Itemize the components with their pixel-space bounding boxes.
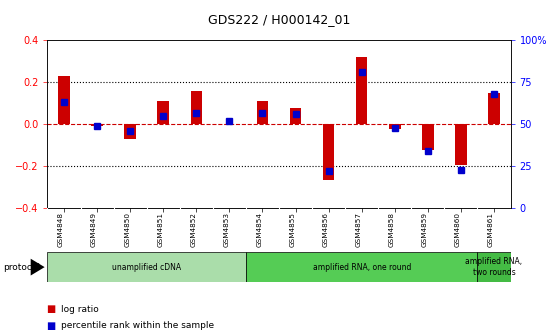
Text: GSM4861: GSM4861	[488, 212, 494, 247]
Text: ■: ■	[47, 321, 60, 331]
Bar	[190, 91, 202, 124]
Bar	[47, 252, 246, 282]
Text: GSM4859: GSM4859	[422, 212, 428, 247]
Bar	[422, 124, 434, 150]
Text: GSM4856: GSM4856	[323, 212, 329, 247]
Bar	[356, 57, 368, 124]
Text: log ratio: log ratio	[61, 305, 99, 313]
Text: GSM4860: GSM4860	[455, 212, 461, 247]
Text: protocol: protocol	[3, 263, 40, 271]
Text: GSM4853: GSM4853	[223, 212, 229, 247]
Bar	[488, 93, 500, 124]
Text: GSM4857: GSM4857	[355, 212, 362, 247]
Text: GSM4855: GSM4855	[290, 212, 296, 247]
Bar	[92, 124, 103, 126]
Bar	[290, 108, 301, 124]
Text: GSM4858: GSM4858	[389, 212, 395, 247]
Bar	[455, 124, 466, 165]
Text: GSM4851: GSM4851	[157, 212, 163, 247]
Text: ■: ■	[47, 304, 60, 314]
Text: amplified RNA, one round: amplified RNA, one round	[312, 263, 411, 271]
Text: unamplified cDNA: unamplified cDNA	[112, 263, 181, 271]
Text: GSM4852: GSM4852	[190, 212, 196, 247]
Bar	[157, 101, 169, 124]
Text: GDS222 / H000142_01: GDS222 / H000142_01	[208, 13, 350, 27]
Bar	[58, 76, 70, 124]
Bar	[389, 124, 401, 128]
Bar	[246, 252, 478, 282]
Polygon shape	[31, 259, 45, 276]
Text: GSM4850: GSM4850	[124, 212, 130, 247]
Bar	[257, 101, 268, 124]
Bar	[478, 252, 511, 282]
Text: GSM4848: GSM4848	[58, 212, 64, 247]
Text: percentile rank within the sample: percentile rank within the sample	[61, 322, 214, 330]
Text: GSM4849: GSM4849	[91, 212, 97, 247]
Text: GSM4854: GSM4854	[257, 212, 262, 247]
Bar	[124, 124, 136, 139]
Bar	[323, 124, 334, 180]
Text: amplified RNA,
two rounds: amplified RNA, two rounds	[465, 257, 523, 277]
